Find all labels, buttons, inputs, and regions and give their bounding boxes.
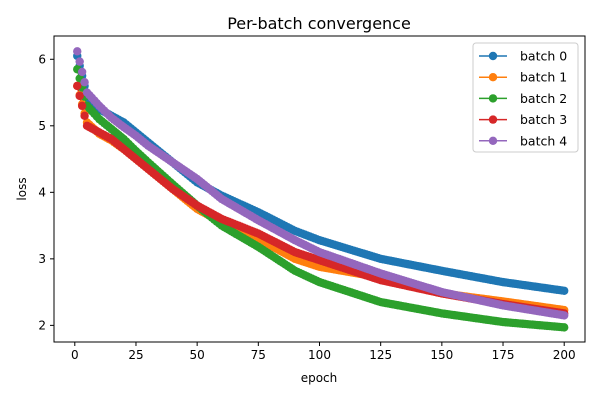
data-point [77, 101, 87, 111]
data-point [80, 78, 89, 87]
series-markers-batch-4 [73, 47, 569, 320]
legend-box [472, 42, 579, 153]
y-tick-label: 5 [38, 119, 46, 133]
legend-swatch-marker [488, 73, 498, 82]
y-axis-ticks: 2 3 4 5 6 [38, 52, 54, 332]
legend: batch 0 batch 1 batch 2 batch 3 batch 4 [472, 42, 579, 153]
x-tick-label: 125 [369, 348, 392, 362]
data-point [80, 111, 89, 121]
data-point [73, 47, 82, 56]
legend-swatch-marker [488, 136, 498, 145]
y-tick-label: 4 [38, 185, 46, 199]
data-point [77, 67, 87, 77]
x-tick-label: 25 [128, 348, 143, 362]
y-tick-label: 2 [38, 318, 46, 332]
x-tick-label: 175 [492, 348, 515, 362]
data-point [75, 57, 84, 66]
legend-swatch-marker [488, 51, 498, 61]
x-axis-ticks: 0 25 50 75 100 125 150 175 200 [71, 342, 576, 362]
series-markers [73, 47, 569, 332]
y-tick-label: 6 [38, 52, 46, 66]
x-tick-label: 100 [308, 348, 331, 362]
data-point [75, 91, 84, 101]
legend-label: batch 3 [520, 112, 567, 127]
y-axis-label: loss [15, 177, 29, 200]
x-tick-label: 50 [190, 348, 205, 362]
data-point [560, 311, 569, 320]
data-point [73, 81, 82, 91]
legend-label: batch 1 [520, 70, 567, 85]
legend-label: batch 4 [520, 133, 567, 148]
x-tick-label: 0 [71, 348, 79, 362]
legend-label: batch 2 [520, 91, 567, 106]
x-tick-label: 200 [553, 348, 576, 362]
y-tick-label: 3 [38, 252, 46, 266]
legend-label: batch 0 [520, 49, 567, 64]
legend-swatch-marker [488, 115, 498, 124]
data-point [560, 286, 569, 295]
x-tick-label: 75 [251, 348, 266, 362]
chart-title: Per-batch convergence [227, 14, 411, 33]
legend-swatch-marker [488, 94, 498, 103]
x-axis-label: epoch [301, 371, 338, 385]
x-tick-label: 150 [430, 348, 453, 362]
data-point [560, 323, 569, 332]
